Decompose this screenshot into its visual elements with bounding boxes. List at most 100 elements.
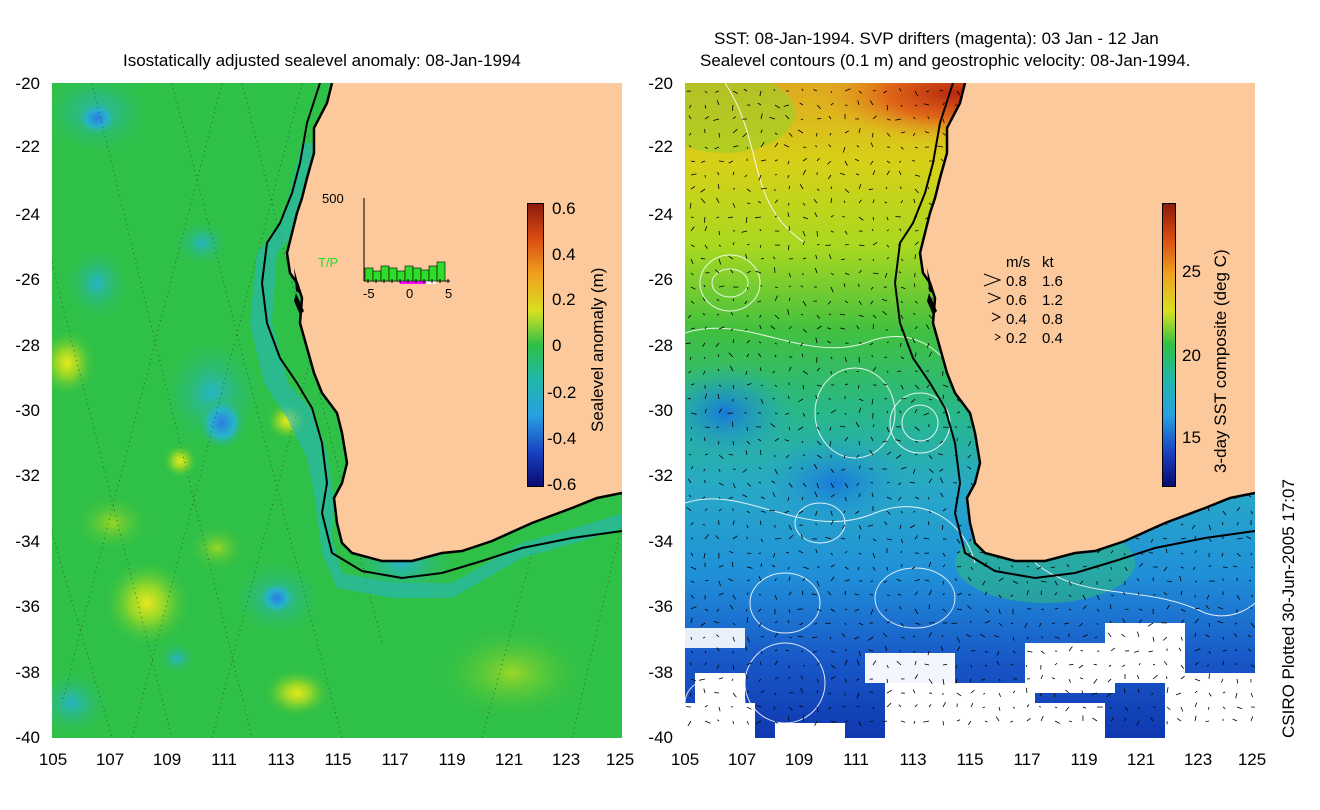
velocity-vector — [716, 100, 720, 106]
velocity-vector — [1250, 664, 1255, 668]
velocity-vector — [913, 650, 916, 653]
velocity-vector — [858, 650, 861, 657]
velocity-vector — [981, 678, 986, 681]
velocity-vector — [1054, 592, 1058, 596]
velocity-vector — [998, 608, 1001, 614]
right-x-tick: 119 — [1070, 750, 1098, 769]
velocity-vector — [1068, 720, 1073, 723]
velocity-vector — [923, 537, 930, 540]
velocity-vector — [1026, 580, 1029, 584]
velocity-vector — [1096, 594, 1100, 600]
velocity-vector — [718, 580, 721, 587]
velocity-vector — [998, 678, 1001, 682]
right-y-tick: -26 — [648, 270, 673, 289]
velocity-vector — [704, 393, 708, 400]
velocity-vector — [1222, 691, 1226, 694]
velocity-vector — [984, 720, 988, 723]
velocity-vector — [926, 342, 930, 348]
velocity-vector — [801, 353, 804, 358]
left-colorbar-tick: 0 — [552, 336, 562, 355]
velocity-vector — [839, 313, 846, 316]
velocity-vector — [787, 496, 790, 501]
velocity-vector — [830, 356, 833, 360]
velocity-vector — [982, 580, 986, 586]
velocity-vector — [802, 216, 809, 220]
right-x-tick: 111 — [843, 750, 869, 769]
velocity-vector — [844, 300, 849, 304]
velocity-vector — [774, 437, 780, 442]
velocity-vector — [1123, 591, 1126, 596]
velocity-vector — [689, 356, 692, 361]
velocity-vector — [942, 118, 945, 124]
velocity-vector — [758, 341, 762, 344]
velocity-vector — [928, 454, 933, 460]
velocity-vector — [732, 622, 736, 626]
velocity-vector — [980, 633, 986, 638]
velocity-vector — [1026, 650, 1033, 653]
velocity-vector — [984, 664, 988, 667]
velocity-vector — [856, 482, 860, 486]
velocity-vector — [690, 662, 692, 666]
velocity-vector — [942, 608, 947, 612]
velocity-vector — [759, 90, 762, 97]
velocity-vector — [984, 620, 991, 624]
velocity-vector — [858, 128, 861, 134]
velocity-vector — [839, 172, 846, 176]
velocity-vector — [927, 650, 930, 656]
velocity-vector — [802, 157, 808, 162]
velocity-vector — [830, 608, 835, 612]
velocity-vector — [1012, 580, 1019, 584]
velocity-vector — [1068, 678, 1071, 683]
velocity-vector — [689, 104, 692, 109]
velocity-vector — [1236, 594, 1240, 600]
velocity-vector — [1068, 663, 1074, 666]
velocity-vector — [704, 608, 709, 612]
velocity-vector — [872, 366, 877, 372]
velocity-vector — [1121, 664, 1126, 668]
velocity-vector — [1040, 650, 1045, 655]
velocity-vector — [816, 230, 818, 237]
right-y-tick: -32 — [648, 466, 673, 485]
velocity-vector — [844, 649, 847, 652]
velocity-vector — [760, 563, 763, 568]
velocity-vector — [774, 594, 778, 600]
right-y-tick: -20 — [648, 74, 673, 93]
velocity-vector — [802, 202, 806, 206]
velocity-vector — [869, 342, 874, 346]
velocity-vector — [774, 720, 779, 724]
velocity-vector — [923, 720, 930, 723]
velocity-vector — [830, 198, 833, 204]
velocity-vector — [718, 706, 721, 712]
velocity-vector — [858, 535, 861, 540]
velocity-vector — [816, 384, 822, 387]
velocity-vector — [687, 314, 692, 319]
velocity-vector — [855, 173, 860, 176]
velocity-vector — [1180, 706, 1184, 712]
velocity-vector — [728, 255, 734, 260]
velocity-vector — [914, 409, 918, 414]
velocity-vector — [956, 411, 961, 414]
velocity-vector — [787, 160, 790, 165]
velocity-vector — [830, 664, 836, 669]
velocity-vector — [1234, 649, 1238, 652]
velocity-vector — [886, 229, 889, 232]
velocity-vector — [900, 720, 906, 723]
velocity-vector — [774, 620, 778, 624]
velocity-vector — [814, 622, 818, 625]
velocity-vector — [759, 314, 762, 318]
left-y-tick: -28 — [15, 336, 40, 355]
velocity-vector — [886, 426, 890, 432]
velocity-vector — [858, 90, 862, 94]
velocity-vector — [774, 159, 778, 162]
velocity-vector — [1012, 706, 1015, 709]
velocity-vector — [928, 496, 930, 500]
velocity-vector — [1010, 594, 1014, 597]
velocity-vector — [716, 313, 720, 316]
inset-histogram: 500 T/P -5 0 5 — [318, 191, 452, 301]
velocity-vector — [746, 188, 751, 192]
velocity-vector — [914, 426, 920, 431]
velocity-vector — [774, 342, 778, 345]
velocity-vector — [1163, 661, 1168, 666]
velocity-vector — [746, 426, 748, 432]
velocity-vector — [914, 622, 921, 625]
